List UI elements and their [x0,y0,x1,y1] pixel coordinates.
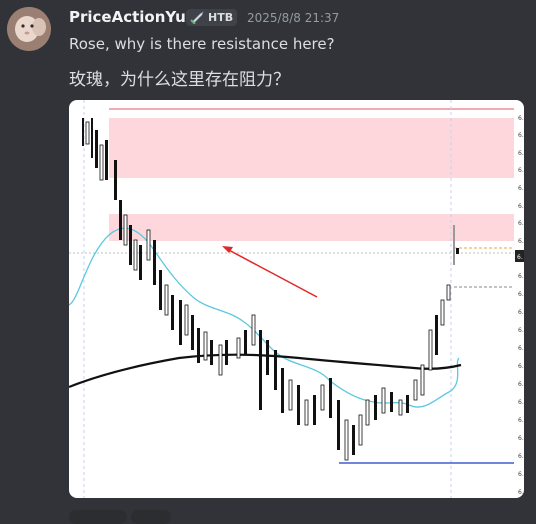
svg-text:6.: 6. [518,167,524,174]
svg-text:6.: 6. [518,435,524,442]
price-axis: 6. 6. 6. 6. 6. 6. 6. 6. 6. 6. 6. 6. 6. 6… [518,115,524,496]
avatar-image [7,7,51,51]
red-arrow-head [222,246,233,253]
message-text-english: Rose, why is there resistance here? [69,35,335,53]
svg-text:6.: 6. [518,132,524,139]
svg-text:6.: 6. [518,381,524,388]
message-timestamp: 2025/8/8 21:37 [247,11,340,25]
svg-text:6.: 6. [518,489,524,496]
svg-text:6.: 6. [518,185,524,192]
svg-text:6.: 6. [518,115,524,122]
current-price-label: 6. [517,254,523,261]
svg-text:6.: 6. [518,273,524,280]
server-tag[interactable]: HTB [186,9,238,26]
svg-text:6.: 6. [518,220,524,227]
ema-line [69,227,460,408]
svg-text:6.: 6. [518,203,524,210]
user-avatar[interactable] [7,7,51,51]
svg-text:6.: 6. [518,345,524,352]
svg-text:6.: 6. [518,291,524,298]
reaction-bar [69,510,189,524]
add-reaction-button[interactable] [131,510,171,524]
svg-text:6.: 6. [518,238,524,245]
resistance-top-line [109,108,514,110]
message-text-chinese: 玫瑰，为什么这里存在阻力？ [69,70,290,90]
resistance-zone-lower [109,214,514,241]
svg-text:6.: 6. [518,471,524,478]
svg-text:6.: 6. [518,399,524,406]
candlestick-chart: 6. 6. 6. 6. 6. 6. 6. 6. 6. 6. 6. 6. 6. 6… [69,100,524,498]
svg-text:6.: 6. [518,327,524,334]
author-name[interactable]: PriceActionYu [69,8,186,26]
red-arrow [224,247,318,298]
reaction-button[interactable] [69,510,127,524]
chart-image-attachment[interactable]: 6. 6. 6. 6. 6. 6. 6. 6. 6. 6. 6. 6. 6. 6… [69,100,524,498]
current-price-badge [515,250,524,262]
svg-text:6.: 6. [518,309,524,316]
svg-text:6.: 6. [518,453,524,460]
sword-icon [190,11,204,24]
candles [82,118,459,461]
svg-text:6.: 6. [518,363,524,370]
svg-text:6.: 6. [518,417,524,424]
long-ma-line [69,353,462,389]
tag-label: HTB [208,11,234,24]
resistance-zone-upper [109,118,514,178]
svg-text:6.: 6. [518,150,524,157]
